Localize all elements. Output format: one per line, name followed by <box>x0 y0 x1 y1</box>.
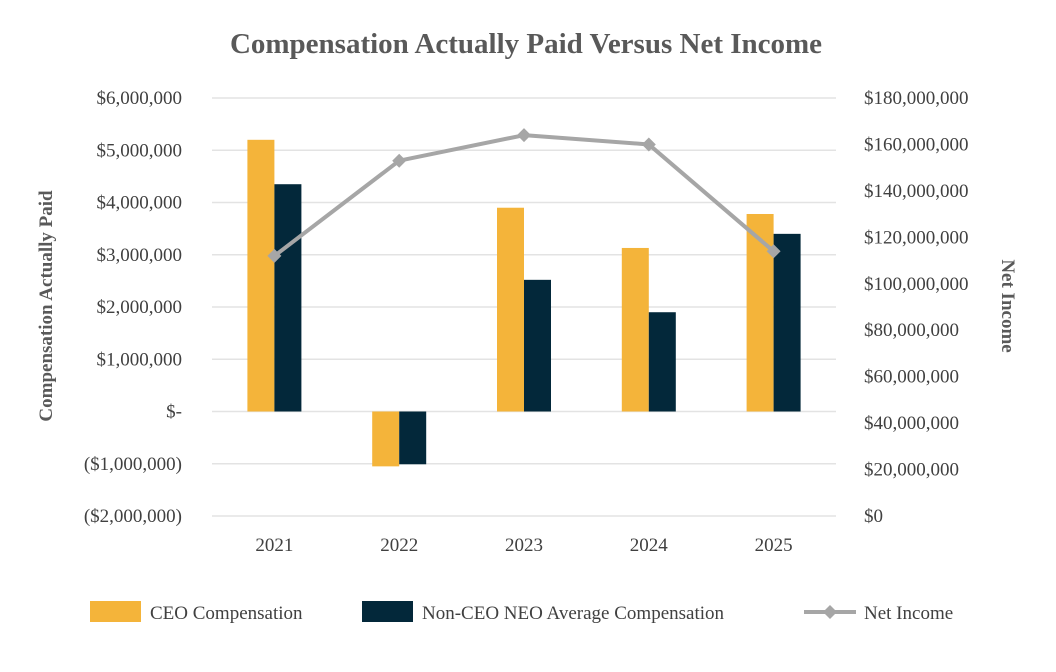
bar-non-ceo-compensation <box>648 312 676 412</box>
right-tick-label: $20,000,000 <box>864 460 959 481</box>
bar-ceo-compensation <box>746 213 774 412</box>
left-tick-label: $2,000,000 <box>97 297 183 318</box>
left-tick-label: $4,000,000 <box>97 193 183 214</box>
right-tick-label: $100,000,000 <box>864 274 969 295</box>
net-income-point <box>392 153 407 168</box>
left-tick-label: $3,000,000 <box>97 245 183 266</box>
left-tick-label: ($1,000,000) <box>84 454 182 475</box>
bar-non-ceo-compensation <box>524 279 551 412</box>
left-tick-label: $1,000,000 <box>97 349 183 370</box>
bars <box>247 139 801 467</box>
bar-ceo-compensation <box>372 411 400 467</box>
bar-ceo-compensation <box>497 207 524 412</box>
left-axis-title: Compensation Actually Paid <box>36 190 57 422</box>
bar-non-ceo-compensation <box>399 411 427 465</box>
net-income-line-layer <box>267 128 781 263</box>
legend-marker-net-income <box>823 605 837 619</box>
right-tick-label: $40,000,000 <box>864 413 959 434</box>
legend-label-non-ceo: Non-CEO NEO Average Compensation <box>422 603 725 624</box>
net-income-point <box>267 248 282 263</box>
right-tick-label: $0 <box>864 506 883 527</box>
legend-swatch-non-ceo <box>362 601 413 622</box>
right-tick-label: $140,000,000 <box>864 181 969 202</box>
x-tick-label: 2023 <box>505 535 543 556</box>
left-tick-label: $5,000,000 <box>97 140 183 161</box>
right-tick-label: $120,000,000 <box>864 227 969 248</box>
legend: CEO Compensation Non-CEO NEO Average Com… <box>90 601 953 624</box>
net-income-point <box>766 244 781 259</box>
x-tick-label: 2025 <box>755 535 793 556</box>
left-axis-ticks: $6,000,000 $5,000,000 $4,000,000 $3,000,000… <box>84 88 182 527</box>
legend-label-net-income: Net Income <box>864 603 953 624</box>
right-axis-ticks: $180,000,000 $160,000,000 $140,000,000 $120… <box>864 88 969 527</box>
right-axis-title: Net Income <box>997 259 1018 352</box>
right-tick-label: $160,000,000 <box>864 134 969 155</box>
right-tick-label: $180,000,000 <box>864 88 969 109</box>
x-tick-label: 2021 <box>255 535 293 556</box>
bar-non-ceo-compensation <box>274 184 302 412</box>
net-income-point <box>641 137 656 152</box>
x-axis-ticks: 2021 2022 2023 2024 2025 <box>255 535 792 556</box>
legend-swatch-ceo <box>90 601 141 622</box>
net-income-point <box>517 128 531 143</box>
left-tick-label: $6,000,000 <box>97 88 183 109</box>
right-tick-label: $80,000,000 <box>864 320 959 341</box>
left-tick-label: ($2,000,000) <box>84 506 182 527</box>
bar-ceo-compensation <box>621 247 649 412</box>
left-tick-label: $- <box>166 402 182 423</box>
legend-label-ceo: CEO Compensation <box>150 603 303 624</box>
bar-ceo-compensation <box>247 139 275 412</box>
right-tick-label: $60,000,000 <box>864 367 959 388</box>
x-tick-label: 2024 <box>630 535 669 556</box>
bar-non-ceo-compensation <box>773 233 801 412</box>
chart-title: Compensation Actually Paid Versus Net In… <box>230 28 822 60</box>
x-tick-label: 2022 <box>380 535 418 556</box>
